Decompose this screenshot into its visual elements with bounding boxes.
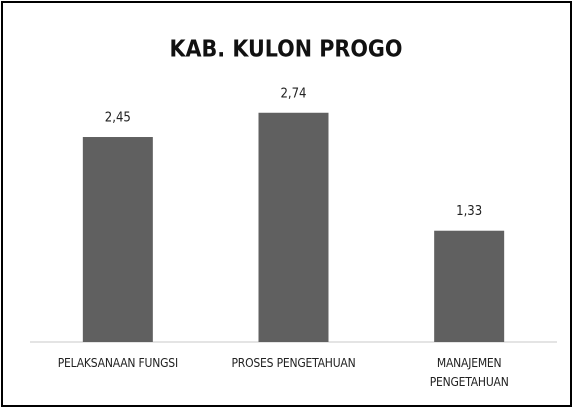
x-tick-label: PELAKSANAAN FUNGSI	[57, 356, 178, 370]
x-tick-label: PROSES PENGETAHUAN	[231, 356, 356, 370]
data-label: 1,33	[456, 204, 482, 219]
bar	[434, 230, 505, 342]
bar	[82, 137, 153, 342]
data-label: 2,45	[105, 111, 131, 126]
data-label: 2,74	[280, 86, 306, 101]
x-tick-label: MANAJEMEN PENGETAHUAN	[429, 356, 509, 389]
bar	[258, 112, 329, 343]
chart-title: KAB. KULON PROGO	[169, 37, 402, 63]
